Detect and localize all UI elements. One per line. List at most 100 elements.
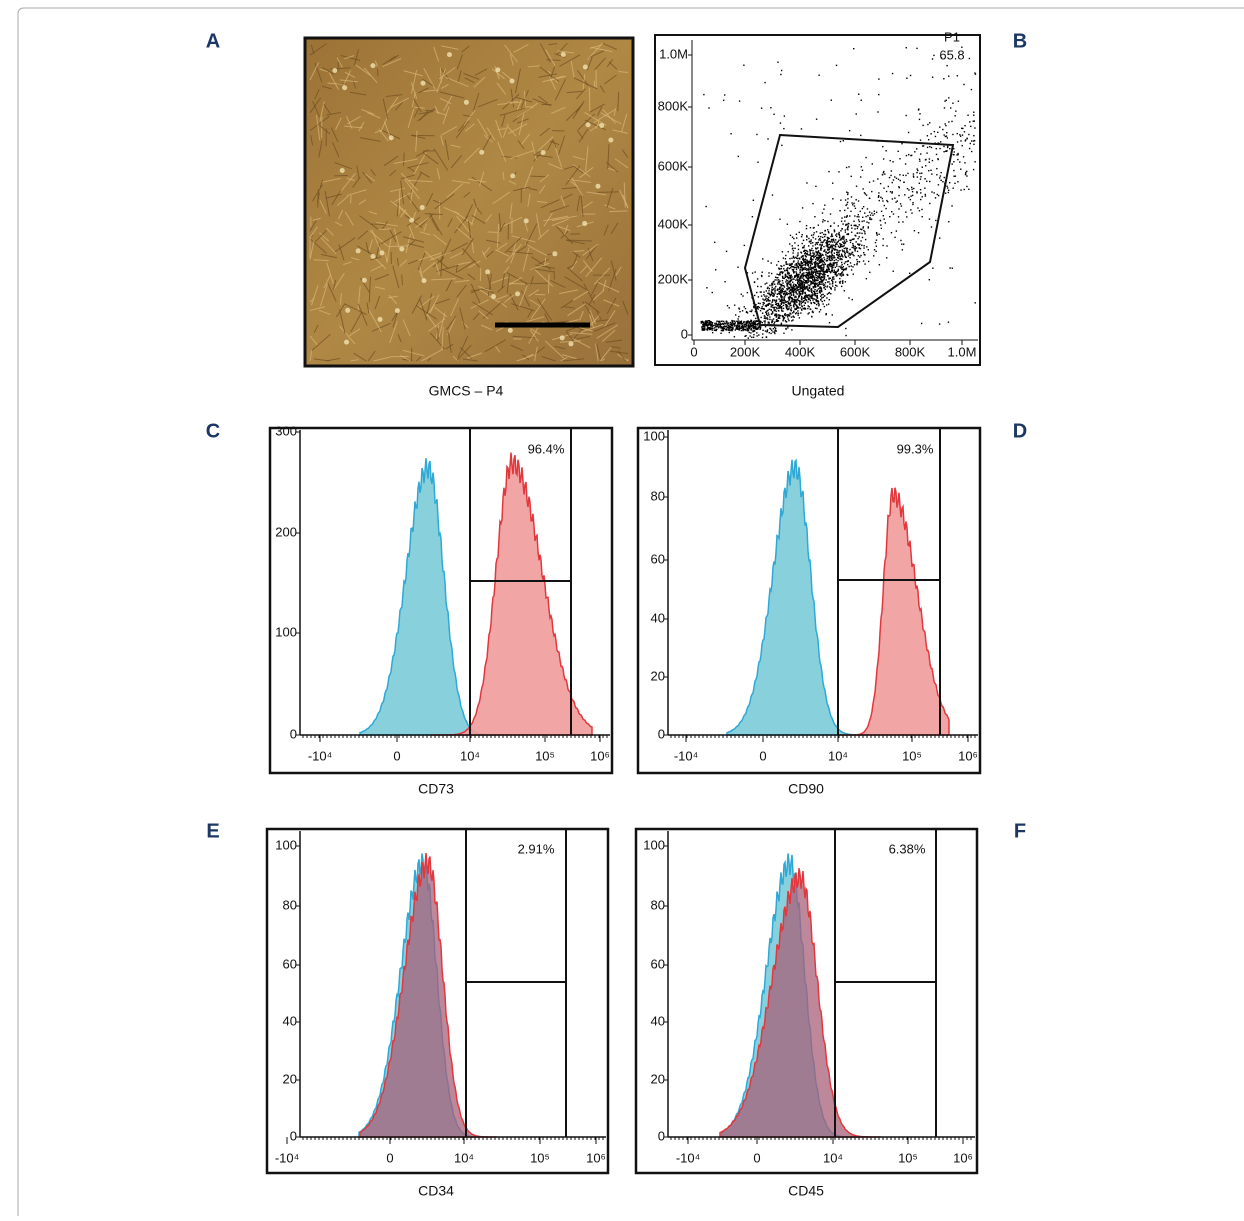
dot: [801, 299, 802, 300]
dot: [812, 203, 813, 204]
dot: [893, 271, 894, 272]
dot: [785, 258, 786, 259]
dot: [847, 228, 848, 229]
dot: [791, 310, 792, 311]
dot: [797, 266, 798, 267]
dot: [963, 84, 964, 85]
dot: [951, 121, 952, 122]
dot: [807, 273, 808, 274]
dot: [751, 322, 752, 323]
dot: [806, 236, 807, 237]
dot: [811, 250, 812, 251]
dot: [838, 252, 839, 253]
dot: [772, 320, 773, 321]
dot: [828, 278, 829, 279]
dot: [792, 282, 793, 283]
dot: [863, 206, 864, 207]
dot: [924, 178, 925, 179]
dot: [964, 131, 965, 132]
y-tick-label: 0: [658, 726, 665, 741]
dot: [783, 296, 784, 297]
dot: [831, 233, 832, 234]
dot: [824, 230, 825, 231]
dot: [858, 255, 859, 256]
dot: [737, 318, 738, 319]
dot: [860, 176, 861, 177]
dot: [867, 215, 868, 216]
dot: [894, 198, 895, 199]
dot: [807, 261, 808, 262]
dot: [846, 251, 847, 252]
dot: [738, 156, 739, 157]
dot: [825, 242, 826, 243]
dot: [833, 239, 834, 240]
dot: [813, 255, 814, 256]
dot: [822, 274, 823, 275]
dot: [781, 302, 782, 303]
dot: [724, 322, 725, 323]
dot: [830, 236, 831, 237]
dot: [908, 197, 909, 198]
dot: [707, 328, 708, 329]
dot: [818, 282, 819, 283]
dot: [770, 295, 771, 296]
dot: [811, 277, 812, 278]
cell-body: [399, 246, 404, 251]
dot: [791, 263, 792, 264]
gate-name: P1: [944, 29, 960, 44]
dot: [788, 318, 789, 319]
dot: [738, 320, 739, 321]
dot: [857, 261, 858, 262]
dot: [789, 265, 790, 266]
dot: [949, 182, 950, 183]
dot: [815, 308, 816, 309]
dot: [886, 245, 887, 246]
dot: [878, 192, 879, 193]
dot: [858, 219, 859, 220]
dot: [763, 294, 764, 295]
dot: [714, 242, 715, 243]
dot: [886, 191, 887, 192]
dot: [790, 280, 791, 281]
dot: [836, 265, 837, 266]
dot: [800, 293, 801, 294]
dot: [827, 269, 828, 270]
dot: [824, 262, 825, 263]
dot: [921, 173, 922, 174]
dot: [811, 235, 812, 236]
dot: [781, 296, 782, 297]
dot: [764, 315, 765, 316]
dot: [973, 140, 974, 141]
dot: [818, 305, 819, 306]
dot: [831, 257, 832, 258]
dot: [819, 244, 820, 245]
dot: [828, 231, 829, 232]
dot: [782, 310, 783, 311]
dot: [752, 272, 753, 273]
dot: [927, 135, 928, 136]
dot: [866, 221, 867, 222]
dot: [774, 333, 775, 334]
dot: [948, 190, 949, 191]
dot: [785, 281, 786, 282]
dot: [771, 302, 772, 303]
dot: [768, 299, 769, 300]
dot: [970, 126, 971, 127]
dot: [920, 139, 921, 140]
dot: [834, 230, 835, 231]
dot: [974, 127, 975, 128]
dot: [717, 326, 718, 327]
dot: [871, 212, 872, 213]
dot: [828, 247, 829, 248]
dot: [821, 291, 822, 292]
dot: [776, 279, 777, 280]
dot: [916, 192, 917, 193]
dot: [820, 254, 821, 255]
dot: [816, 231, 817, 232]
dot: [793, 250, 794, 251]
dot: [793, 292, 794, 293]
dot: [793, 256, 794, 257]
dot: [784, 299, 785, 300]
dot: [849, 130, 850, 131]
x-tick-label: 400K: [785, 344, 816, 359]
